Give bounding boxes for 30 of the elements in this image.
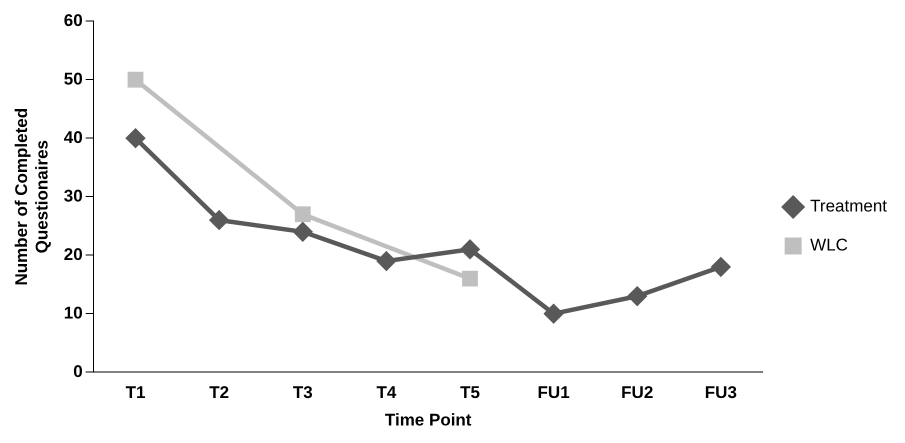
y-tick-label: 30 [64,186,83,206]
x-tick-label: T3 [292,383,313,402]
x-tick-label: FU3 [704,383,737,402]
point [460,240,480,259]
point [712,258,730,276]
point [128,72,144,88]
point [126,128,145,148]
point [210,210,228,230]
y-tick-label: 10 [64,303,83,322]
point [294,206,311,222]
point [462,270,478,287]
point [544,304,563,323]
x-tick-label: T1 [126,383,146,402]
legend-label: WLC [810,236,848,255]
y-tick-label: 40 [64,128,83,147]
x-tick-label: T4 [376,383,397,402]
x-tick-label: T5 [460,383,480,402]
point [294,222,312,242]
point [377,252,396,270]
y-tick-label: 60 [64,10,83,30]
y-axis-title: Number of Completed Questionaires [12,108,52,286]
y-tick-label: 0 [73,362,83,381]
y-tick-label: 20 [64,244,83,264]
y-tick-label: 50 [64,69,83,88]
x-tick-label: FU2 [621,383,654,402]
x-tick-label: FU1 [538,383,570,402]
x-axis-title: Time Point [384,410,472,430]
x-tick-label: T2 [209,383,230,402]
legend-label: Treatment [810,196,888,216]
point [628,286,646,306]
